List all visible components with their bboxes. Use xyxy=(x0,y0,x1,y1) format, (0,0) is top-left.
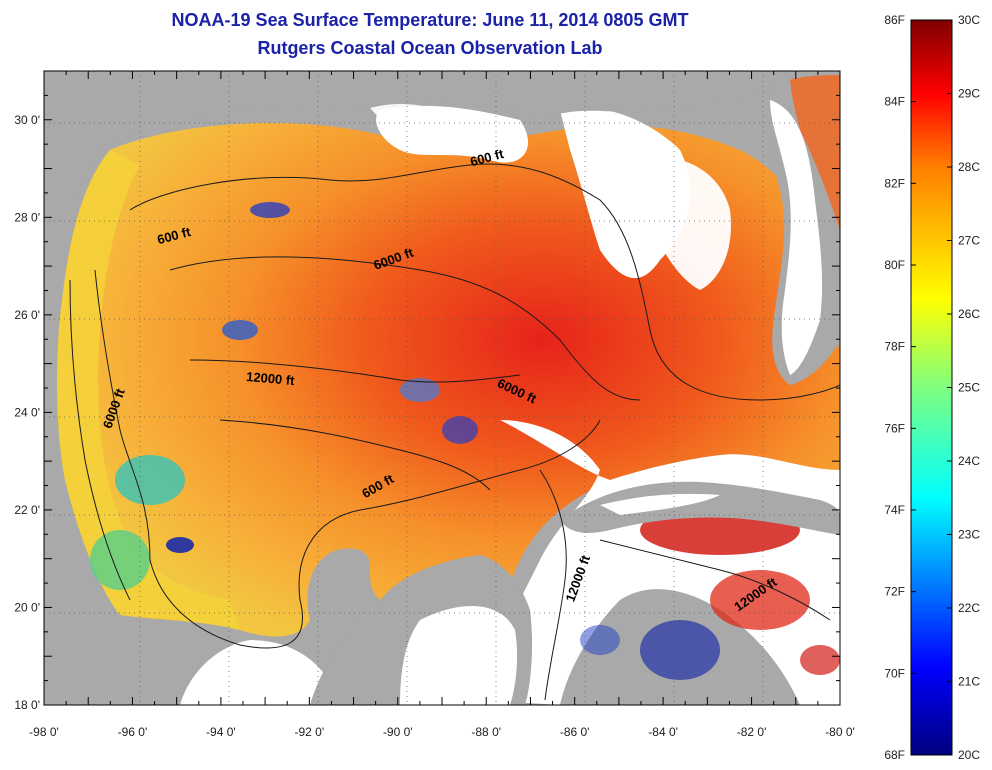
map-title: NOAA-19 Sea Surface Temperature: June 11… xyxy=(171,10,689,30)
lat-tick-label: 30 0' xyxy=(14,113,40,127)
colorbar-c-label: 24C xyxy=(958,454,980,468)
map-plot-area xyxy=(44,71,840,705)
lon-tick-label: -82 0' xyxy=(737,725,767,739)
lat-tick-label: 24 0' xyxy=(14,405,40,419)
colorbar-ticks: 86F 84F 82F 80F 78F 76F 74F 72F 70F 68F 30C 29C 28C 2… xyxy=(884,13,980,762)
florida-cloud xyxy=(770,100,823,375)
cool-patch xyxy=(222,320,258,340)
cuba-land xyxy=(560,481,840,535)
lon-tick-label: -96 0' xyxy=(118,725,148,739)
colorbar-f-label: 74F xyxy=(884,503,905,517)
lon-tick-label: -80 0' xyxy=(825,725,855,739)
lat-tick-label: 26 0' xyxy=(14,308,40,322)
lon-tick-label: -88 0' xyxy=(471,725,501,739)
colorbar-c-label: 25C xyxy=(958,381,980,395)
colorbar-f-label: 78F xyxy=(884,340,905,354)
axis-ticks xyxy=(43,70,841,706)
colorbar-f-label: 68F xyxy=(884,748,905,762)
yucatan-cloud xyxy=(400,606,518,705)
contour-label: 12000 ft xyxy=(246,369,296,388)
colorbar-f-label: 86F xyxy=(884,13,905,27)
colorbar-f-label: 82F xyxy=(884,176,905,190)
colorbar-c-label: 29C xyxy=(958,87,980,101)
lat-tick-label: 22 0' xyxy=(14,503,40,517)
cloud-area xyxy=(370,104,453,141)
colorbar-c-label: 21C xyxy=(958,675,980,689)
lat-tick-label: 18 0' xyxy=(14,698,40,712)
lon-tick-label: -86 0' xyxy=(560,725,590,739)
lat-tick-label: 28 0' xyxy=(14,210,40,224)
cuba-cloud xyxy=(600,493,720,515)
cool-patch xyxy=(115,455,185,505)
colorbar-f-label: 72F xyxy=(884,585,905,599)
grid-lines xyxy=(44,71,840,705)
lon-tick-label: -92 0' xyxy=(295,725,325,739)
colorbar-c-label: 28C xyxy=(958,160,980,174)
lat-tick-label: 20 0' xyxy=(14,600,40,614)
us-coast-land xyxy=(44,71,840,300)
colorbar-f-label: 80F xyxy=(884,258,905,272)
colorbar xyxy=(910,19,953,756)
colorbar-c-label: 20C xyxy=(958,748,980,762)
cloud-area xyxy=(640,157,731,290)
bathymetry-contours xyxy=(69,163,840,701)
lon-tick-label: -90 0' xyxy=(383,725,413,739)
cool-patch xyxy=(166,537,194,553)
colorbar-c-label: 30C xyxy=(958,13,980,27)
colorbar-c-label: 22C xyxy=(958,601,980,615)
atlantic-strip xyxy=(790,75,840,230)
colorbar-f-label: 84F xyxy=(884,95,905,109)
map-subtitle: Rutgers Coastal Ocean Observation Lab xyxy=(257,38,603,58)
lon-tick-label: -98 0' xyxy=(29,725,59,739)
colorbar-c-label: 23C xyxy=(958,528,980,542)
cool-patch xyxy=(580,625,620,655)
cloud-area xyxy=(180,640,340,705)
lon-tick-label: -94 0' xyxy=(206,725,236,739)
west-coastal-band xyxy=(57,150,241,630)
cool-patch xyxy=(90,530,150,590)
warm-patch xyxy=(800,645,840,675)
warm-patch xyxy=(710,570,810,630)
colorbar-f-label: 76F xyxy=(884,421,905,435)
longitude-labels: -98 0' -96 0' -94 0' -92 0' -90 0' -88 0' -86 … xyxy=(29,725,855,739)
colorbar-f-label: 70F xyxy=(884,666,905,680)
colorbar-c-label: 26C xyxy=(958,307,980,321)
cool-patch xyxy=(640,620,720,680)
cool-patch xyxy=(250,202,290,218)
latitude-labels: 30 0' 28 0' 26 0' 24 0' 22 0' 20 0' 18 0' xyxy=(14,113,40,712)
lon-tick-label: -84 0' xyxy=(648,725,678,739)
colorbar-c-label: 27C xyxy=(958,234,980,248)
cool-patch xyxy=(442,416,478,444)
cool-patch xyxy=(400,378,440,402)
